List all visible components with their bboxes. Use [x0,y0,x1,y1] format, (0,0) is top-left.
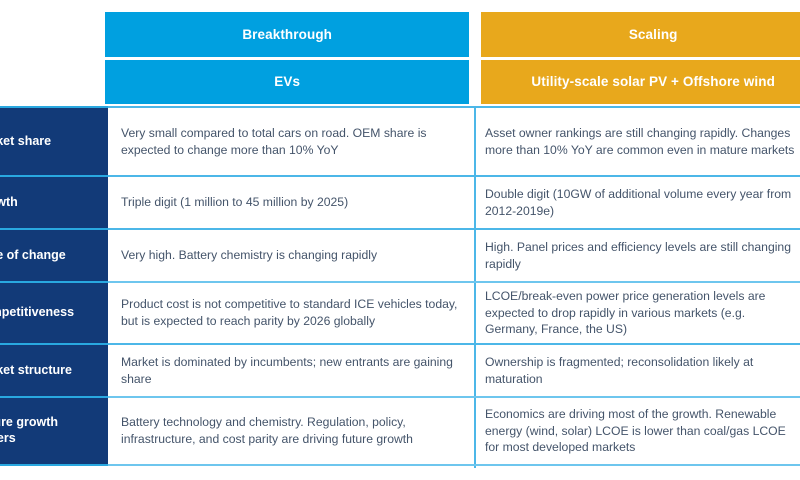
row-label-separator [0,464,108,466]
row-label-separator [0,281,108,283]
cell-scaling-competitiveness: LCOE/break-even power price generation l… [485,288,766,337]
row-divider [108,281,800,284]
row-label-growth: Growth [0,194,18,209]
row-label-market-share: Market share [0,133,52,148]
row-divider [108,396,800,399]
row-label-separator [0,396,108,398]
table-row: Very small compared to total cars on roa… [108,108,800,175]
cell-breakthrough-competitiveness: Product cost is not competitive to stand… [121,297,458,328]
header-group-gap [469,12,482,57]
header-subgroup-evs: EVs [105,60,470,104]
header-subgroup-solar-wind: Utility-scale solar PV + Offshore wind [481,60,800,104]
row-label-separator [0,228,108,230]
cell-breakthrough-market-structure: Market is dominated by incumbents; new e… [121,354,453,386]
header-group-breakthrough: Breakthrough [105,12,470,57]
row-divider [108,464,800,467]
table-row: Very high. Battery chemistry is changing… [108,230,800,281]
cell-scaling-pace-of-change: High. Panel prices and efficiency levels… [485,239,791,271]
cell-breakthrough-future-growth-drivers: Battery technology and chemistry. Regula… [121,415,413,446]
row-divider [108,175,800,177]
column-divider [474,106,476,468]
header-subgroup-row: EVs Utility-scale solar PV + Offshore wi… [105,60,800,104]
row-divider [108,106,800,108]
row-label-column: Market share Growth Pace of change Compe… [0,106,108,466]
row-divider [108,228,800,230]
header-subgroup-gap [469,60,482,104]
row-label-separator [0,106,108,108]
cell-scaling-future-growth-drivers: Economics are driving most of the growth… [485,406,786,455]
table-row: Market is dominated by incumbents; new e… [108,345,800,396]
table-row: Triple digit (1 million to 45 million by… [108,177,800,228]
cell-breakthrough-pace-of-change: Very high. Battery chemistry is changing… [121,248,378,263]
cell-breakthrough-growth: Triple digit (1 million to 45 million by… [121,195,349,210]
cell-scaling-market-share: Asset owner rankings are still changing … [485,125,795,157]
row-label-competitiveness: Competitiveness [0,305,75,320]
cell-breakthrough-market-share: Very small compared to total cars on roa… [121,125,427,157]
row-label-future-growth-drivers: Future growth drivers [0,415,59,445]
table-row: Product cost is not competitive to stand… [108,283,800,343]
cell-scaling-growth: Double digit (10GW of additional volume … [485,186,792,218]
row-label-separator [0,175,108,177]
table-body: Very small compared to total cars on roa… [108,106,800,468]
header-group-scaling: Scaling [481,12,800,57]
table-row: Battery technology and chemistry. Regula… [108,398,800,464]
row-label-market-structure: Market structure [0,362,72,377]
row-label-separator [0,343,108,345]
header-group-row: Breakthrough Scaling [105,12,800,57]
row-label-pace-of-change: Pace of change [0,247,66,262]
row-divider [108,343,800,345]
cell-scaling-market-structure: Ownership is fragmented; reconsolidation… [485,354,754,386]
